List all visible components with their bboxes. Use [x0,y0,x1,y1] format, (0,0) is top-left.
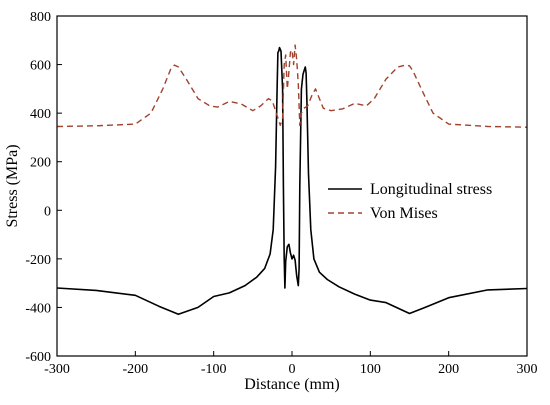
y-axis: -600 -400 -200 0 200 400 600 800 [25,10,62,365]
series-line-von-mises [56,44,528,128]
x-tick-label: 100 [360,362,381,377]
y-tick-label: -600 [25,350,51,365]
x-tick-label: 0 [289,362,296,377]
x-tick-label: 300 [517,362,538,377]
legend-label-von-mises: Von Mises [370,205,438,222]
x-tick-label: -300 [44,362,70,377]
y-tick-label: -400 [25,301,51,316]
x-tick-label: 200 [438,362,459,377]
y-tick-label: 800 [30,10,51,25]
x-axis-title: Distance (mm) [244,376,340,393]
y-tick-label: -200 [25,253,51,268]
y-tick-label: 200 [30,156,51,171]
y-tick-label: 600 [30,59,51,74]
y-axis-title: Stress (MPa) [4,144,21,227]
plot-series [56,44,528,316]
y-tick-label: 400 [30,107,51,122]
x-tick-label: -100 [201,362,227,377]
x-tick-label: -200 [122,362,148,377]
legend-label-longitudinal-stress: Longitudinal stress [370,181,492,198]
legend: Longitudinal stress Von Mises [328,181,492,222]
x-axis: -300 -200 -100 0 100 200 300 [44,351,538,377]
y-tick-label: 0 [44,204,51,219]
series-line-longitudinal-stress [56,46,528,316]
